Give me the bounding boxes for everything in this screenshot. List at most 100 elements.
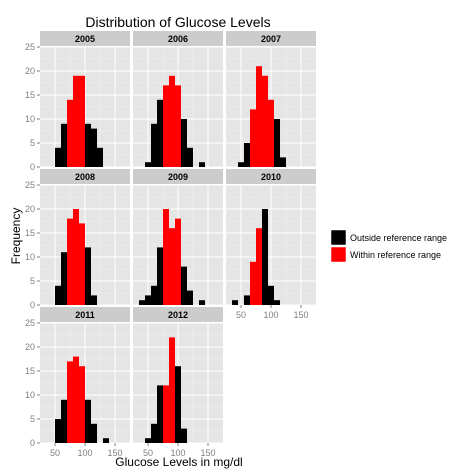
facet-strip [40, 169, 130, 184]
histogram-bar [157, 99, 163, 167]
facet-panel-2010: 2010 50 100 150 [226, 169, 316, 320]
histogram-bar [79, 75, 85, 167]
histogram-bar [151, 123, 157, 167]
y-tick-label: 20 [25, 204, 35, 214]
x-tick-label: 100 [263, 310, 278, 320]
y-tick-label: 25 [25, 42, 35, 52]
histogram-bar [91, 423, 97, 443]
histogram-bar [97, 147, 103, 167]
histogram-bar [85, 399, 91, 443]
x-tick-label: 50 [50, 448, 60, 458]
histogram-bar [238, 162, 244, 167]
y-tick-label: 15 [25, 90, 35, 100]
histogram-bar [85, 123, 91, 167]
legend-label-outside: Outside reference range [350, 233, 447, 243]
histogram-bar [280, 157, 286, 167]
histogram-bar [232, 300, 238, 305]
facet-strip-label: 2008 [75, 172, 95, 182]
x-tick-label: 150 [293, 310, 308, 320]
histogram-bar [187, 147, 193, 167]
x-tick-label: 100 [77, 448, 92, 458]
histogram-bar [151, 423, 157, 443]
histogram-bar [268, 99, 274, 167]
histogram-bar [262, 209, 268, 305]
y-tick-label: 10 [25, 390, 35, 400]
histogram-bar [55, 147, 61, 167]
facet-panel-2005: 2005 0 5 10 15 20 25 [25, 31, 130, 172]
facet-strip-label: 2011 [75, 310, 95, 320]
y-tick-label: 15 [25, 228, 35, 238]
histogram-bar [61, 123, 67, 167]
histogram-bar [244, 143, 250, 167]
y-tick-label: 5 [30, 276, 35, 286]
histogram-bar [67, 361, 73, 443]
histogram-bar [163, 85, 169, 167]
histogram-bar [73, 209, 79, 305]
histogram-bar [187, 290, 193, 305]
histogram-bar [73, 356, 79, 443]
histogram-bar [274, 119, 280, 167]
histogram-bar [55, 419, 61, 443]
facet-panel-2011: 2011 0 5 10 15 20 25 50 100 150 [25, 307, 130, 458]
legend-key-within [330, 246, 347, 263]
facet-strip [226, 169, 316, 184]
histogram-bar [139, 300, 145, 305]
histogram-bar [274, 300, 280, 305]
histogram-bar [250, 109, 256, 167]
x-tick-label: 50 [236, 310, 246, 320]
facet-panel-2008: 2008 0 5 10 15 20 25 [25, 169, 130, 310]
facet-strip-label: 2009 [168, 172, 188, 182]
histogram-bar [85, 247, 91, 305]
facet-strip [133, 31, 223, 46]
histogram-bar [79, 366, 85, 443]
histogram-bar [163, 385, 169, 443]
histogram-bar [61, 399, 67, 443]
histogram-bar [55, 285, 61, 305]
facet-strip-label: 2010 [261, 172, 281, 182]
histogram-bar [268, 285, 274, 305]
histogram-bar [199, 162, 205, 167]
histogram-bar [67, 218, 73, 305]
y-axis-title: Frequency [9, 208, 23, 265]
x-axis-title: Glucose Levels in mg/dl [115, 455, 242, 469]
y-tick-label: 10 [25, 252, 35, 262]
histogram-bar [175, 85, 181, 167]
histogram-bar [256, 66, 262, 167]
x-tick-label: 50 [143, 448, 153, 458]
histogram-bar [163, 209, 169, 305]
x-tick-label: 150 [107, 448, 122, 458]
facet-strip [133, 307, 223, 322]
legend: Outside reference range Within reference … [330, 229, 447, 263]
y-tick-label: 20 [25, 66, 35, 76]
chart-title: Distribution of Glucose Levels [85, 14, 270, 30]
histogram-bar [151, 285, 157, 305]
x-tick-label: 100 [170, 448, 185, 458]
facet-panel-2009: 2009 [133, 169, 223, 306]
y-tick-label: 25 [25, 180, 35, 190]
histogram-bar [73, 75, 79, 167]
y-tick-label: 5 [30, 138, 35, 148]
facet-strip [226, 31, 316, 46]
histogram-bar [157, 385, 163, 443]
x-tick-label: 150 [200, 448, 215, 458]
histogram-bar [145, 438, 151, 443]
facet-strip [40, 307, 130, 322]
histogram-bar [181, 119, 187, 167]
histogram-bar [103, 438, 109, 443]
histogram-bar [175, 366, 181, 443]
facet-strip [40, 31, 130, 46]
facet-strip-label: 2005 [75, 34, 95, 44]
y-tick-label: 25 [25, 318, 35, 328]
histogram-bar [169, 228, 175, 305]
facet-panel-2012: 2012 50 100 150 [133, 307, 223, 458]
facet-strip-label: 2007 [261, 34, 281, 44]
histogram-bar [91, 128, 97, 167]
histogram-bar [169, 75, 175, 167]
y-tick-label: 0 [30, 162, 35, 172]
histogram-bar [181, 428, 187, 443]
histogram-bar [145, 295, 151, 305]
histogram-bar [157, 247, 163, 305]
legend-label-within: Within reference range [350, 250, 441, 260]
